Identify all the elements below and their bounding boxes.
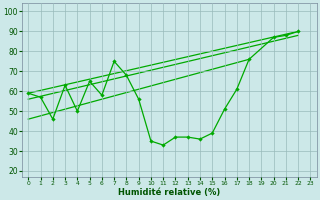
X-axis label: Humidité relative (%): Humidité relative (%) — [118, 188, 220, 197]
